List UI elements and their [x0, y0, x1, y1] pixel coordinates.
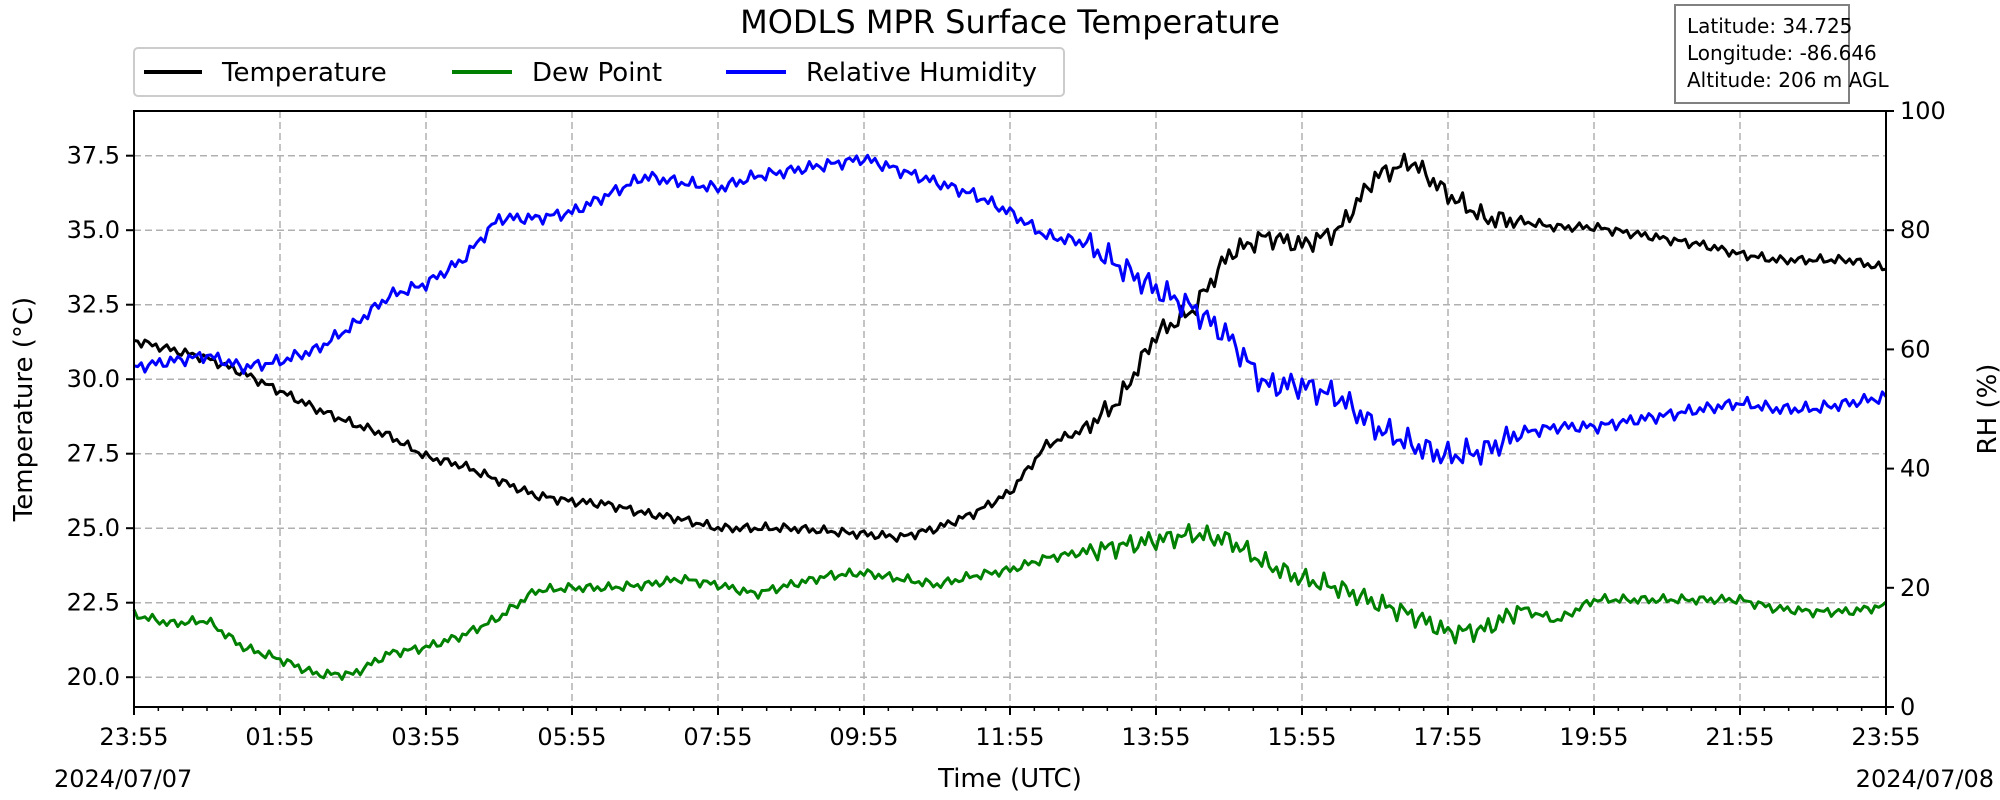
series-layer: [132, 152, 1888, 681]
y-tick-label: 20.0: [67, 663, 120, 691]
y-tick-label: 37.5: [67, 142, 120, 170]
legend-item-dew-point: Dew Point: [452, 58, 662, 88]
x-tick-label: 19:55: [1559, 723, 1628, 751]
y-axis-left: 20.0 22.5 25.0 27.5 30.0 32.5 35.0 37.5: [67, 142, 134, 691]
y2-tick-label: 80: [1900, 216, 1931, 244]
x-tick-label: 15:55: [1267, 723, 1336, 751]
info-box-frame: [1674, 4, 1850, 104]
x-tick-label: 13:55: [1121, 723, 1190, 751]
y-tick-label: 25.0: [67, 514, 120, 542]
x-tick-label: 21:55: [1705, 723, 1774, 751]
y2-tick-label: 40: [1900, 455, 1931, 483]
y-axis-label: Temperature (°C): [9, 297, 39, 522]
x-axis-label: Time (UTC): [937, 764, 1082, 794]
legend-label-relative-humidity: Relative Humidity: [806, 58, 1037, 88]
date-start-label: 2024/07/07: [54, 765, 192, 793]
y-tick-label: 27.5: [67, 440, 120, 468]
y2-tick-label: 60: [1900, 335, 1931, 363]
series-line-temperature: [133, 152, 1887, 543]
y-tick-label: 22.5: [67, 589, 120, 617]
x-tick-label: 05:55: [537, 723, 606, 751]
y2-axis-label: RH (%): [1973, 364, 2000, 455]
x-tick-label: 23:55: [99, 723, 168, 751]
series-line-dew-point: [132, 523, 1887, 681]
legend: Temperature Dew Point Relative Humidity: [133, 47, 1065, 97]
y2-tick-label: 20: [1900, 574, 1931, 602]
y-tick-label: 30.0: [67, 365, 120, 393]
legend-item-relative-humidity: Relative Humidity: [726, 58, 1037, 88]
altitude-text: Altitude: 206 m AGL: [1687, 68, 1889, 92]
date-end-label: 2024/07/08: [1856, 765, 1994, 793]
station-info-box: Latitude: 34.725 Longitude: -86.646 Alti…: [1674, 4, 1889, 104]
x-tick-label: 03:55: [391, 723, 460, 751]
series-line-relative-humidity: [133, 153, 1888, 466]
x-tick-label: 17:55: [1413, 723, 1482, 751]
x-tick-label: 07:55: [683, 723, 752, 751]
y-tick-label: 32.5: [67, 291, 120, 319]
x-axis: 23:55 01:55 03:55 05:55 07:55 09:55 11:55 13:55…: [99, 707, 1921, 751]
legend-label-temperature: Temperature: [221, 58, 387, 88]
legend-label-dew-point: Dew Point: [532, 58, 662, 88]
y2-tick-label: 100: [1900, 97, 1946, 125]
legend-frame: [133, 47, 1065, 97]
x-tick-label: 11:55: [975, 723, 1044, 751]
x-tick-label: 09:55: [829, 723, 898, 751]
y2-tick-label: 0: [1900, 693, 1915, 721]
latitude-text: Latitude: 34.725: [1687, 14, 1852, 38]
legend-item-temperature: Temperature: [144, 58, 387, 88]
x-tick-label: 01:55: [245, 723, 314, 751]
y-tick-label: 35.0: [67, 216, 120, 244]
chart-title: MODLS MPR Surface Temperature: [740, 3, 1280, 41]
x-tick-label: 23:55: [1851, 723, 1920, 751]
y-axis-right: 0 20 40 60 80 100: [1886, 97, 1946, 721]
plot-area: [132, 110, 1888, 708]
longitude-text: Longitude: -86.646: [1687, 41, 1877, 65]
